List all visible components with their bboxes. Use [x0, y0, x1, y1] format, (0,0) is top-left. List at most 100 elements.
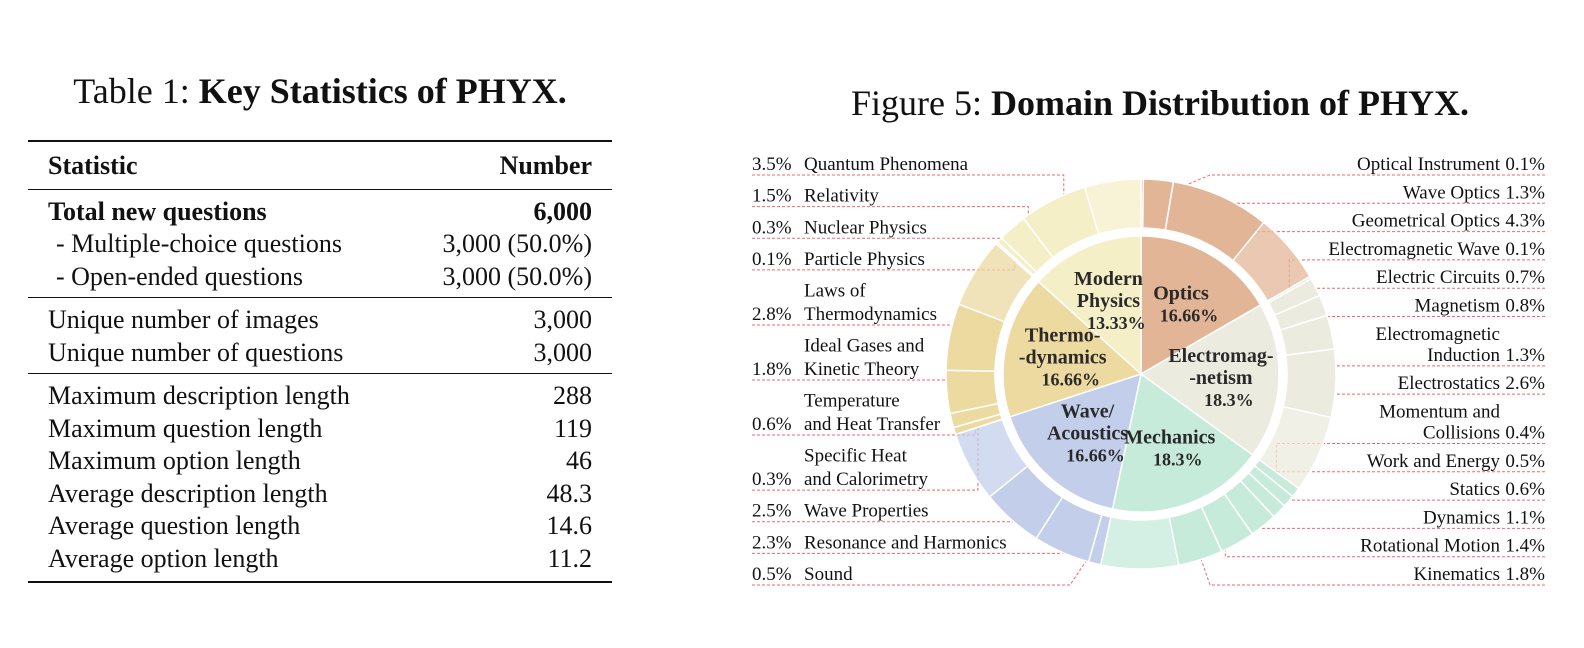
subdomain-label-dynamics: 1.1%Dynamics — [1423, 507, 1545, 528]
table-row: Maximum option length 46 — [28, 445, 612, 478]
row-value: 119 — [553, 413, 592, 443]
subdomain-label-optical-instrument: 0.1%Optical Instrument — [1357, 154, 1545, 175]
header-number: Number — [403, 141, 612, 190]
subdomain-name-text: Sound — [804, 564, 853, 585]
subdomain-pct-text: 1.3% — [1505, 182, 1545, 203]
subdomain-name-text: Ideal Gases and — [804, 336, 925, 357]
figure-caption-bold: Domain Distribution of — [990, 83, 1359, 123]
figure-caption: Figure 5: Domain Distribution of PHYX. — [760, 82, 1560, 124]
domain-wedge-modern-physics — [1037, 235, 1142, 376]
table-group-unique: Unique number of images 3,000 Unique num… — [28, 297, 612, 374]
row-label: - Multiple-choice questions — [56, 229, 342, 258]
domain-name-text: -netism — [1189, 367, 1253, 389]
subdomain-label-specific-heat-and-calorimetry: 0.3% Specific Heat and Calorimetry — [752, 446, 928, 490]
leader-line — [1261, 494, 1545, 501]
subdomain-name-text: Electromagnetic — [1376, 324, 1501, 345]
subdomain-name-text: Nuclear Physics — [804, 217, 927, 238]
table-caption-name: PHYX. — [456, 71, 567, 111]
subdomain-pct-text: 2.3% — [752, 532, 792, 553]
table-row: - Multiple-choice questions 3,000 (50.0%… — [28, 228, 612, 261]
subdomain-label-magnetism: 0.8%Magnetism — [1415, 296, 1546, 317]
domain-pct-text: 18.3% — [1204, 390, 1254, 410]
domain-distribution-sunburst: Optics16.66%Electromag--netism18.3%Mecha… — [752, 154, 1546, 586]
row-label: Average description length — [48, 478, 328, 508]
subdomain-pct-text: 4.3% — [1505, 211, 1545, 232]
row-label: Average question length — [48, 511, 301, 540]
table-caption-name-hy: HY — [477, 71, 532, 111]
domain-name-text: Optics — [1153, 283, 1209, 305]
subdomain-name-text: Quantum Phenomena — [804, 154, 969, 175]
leader-line — [752, 174, 1065, 222]
subdomain-arc-geometrical-optics — [1164, 180, 1265, 262]
figure-caption-name-x: X. — [1434, 83, 1470, 123]
subdomain-label-quantum-phenomena: 3.5% Quantum Phenomena — [752, 154, 969, 175]
subdomain-label-nuclear-physics: 0.3% Nuclear Physics — [752, 217, 927, 238]
table-caption-title: Key Statistics of PHYX. — [199, 71, 567, 111]
subdomain-pct-text: 0.3% — [752, 217, 792, 238]
subdomain-pct-text: 3.5% — [752, 154, 792, 175]
subdomain-label-geometrical-optics: 4.3%Geometrical Optics — [1352, 211, 1545, 232]
domain-wedge-mechanics — [1111, 372, 1254, 513]
row-value: 3,000 (50.0%) — [442, 261, 592, 291]
domain-name-text: Wave/ — [1061, 401, 1115, 423]
subdomain-arc-kinematics — [1168, 505, 1223, 567]
subdomain-name-text: Work and Energy — [1367, 451, 1501, 472]
row-value: 3,000 — [533, 337, 593, 367]
subdomain-pct-text: 0.1% — [1505, 154, 1545, 175]
subdomain-ring — [945, 178, 1337, 570]
row-label: Unique number of images — [28, 297, 404, 337]
subdomain-arc-quantum-phenomena — [1022, 186, 1100, 259]
table-caption: Table 1: Key Statistics of PHYX. — [28, 70, 612, 112]
domain-name-text: Mechanics — [1124, 427, 1215, 449]
domain-pct-text: 16.66% — [1066, 446, 1125, 466]
table-caption-bold: Key Statistics of — [198, 71, 456, 111]
row-label: Maximum option length — [48, 446, 301, 475]
table-caption-prefix: Table 1: — [73, 71, 199, 111]
row-label: Total new questions — [48, 196, 267, 226]
subdomain-name-text: Geometrical Optics — [1352, 211, 1500, 232]
subdomain-name-text: Kinematics — [1413, 564, 1500, 585]
subdomain-label-relativity: 1.5% Relativity — [752, 186, 879, 207]
domain-pct-text: 16.66% — [1041, 369, 1100, 389]
domain-wedge-thermodynamics — [1002, 280, 1143, 418]
subdomain-label-particle-physics: 0.1% Particle Physics — [752, 249, 925, 270]
table-row: Total new questions 6,000 — [28, 189, 612, 228]
domain-pct-text: 18.3% — [1153, 450, 1203, 470]
subdomain-name-text: Particle Physics — [804, 249, 925, 270]
domain-ring — [1002, 235, 1280, 513]
domain-labels: Optics16.66%Electromag--netism18.3%Mecha… — [1019, 268, 1274, 470]
statistics-table-panel: Table 1: Key Statistics of PHYX. Statist… — [28, 70, 612, 583]
row-value: 288 — [403, 373, 612, 413]
subdomain-label-electric-circuits: 0.7%Electric Circuits — [1376, 267, 1545, 288]
subdomain-name-text: Resonance and Harmonics — [804, 532, 1007, 553]
subdomain-label-electrostatics: 2.6%Electrostatics — [1398, 373, 1546, 394]
table-group-lengths: Maximum description length 288 Maximum q… — [28, 373, 612, 583]
subdomain-pct-text: 1.8% — [752, 359, 792, 380]
leader-line — [1269, 471, 1545, 486]
figure-caption-title: Domain Distribution of PHYX. — [991, 83, 1469, 123]
subdomain-label-rotational-motion: 1.4%Rotational Motion — [1360, 536, 1545, 557]
subdomain-pct-text: 0.7% — [1505, 267, 1545, 288]
row-label: Unique number of questions — [48, 337, 344, 367]
subdomain-name-text: Specific Heat — [804, 446, 908, 467]
row-value: 48.3 — [546, 478, 593, 508]
subdomain-name-text: Thermodynamics — [804, 304, 937, 325]
subdomain-arc-wave-properties — [988, 464, 1064, 540]
subdomain-pct-text: 1.8% — [1505, 564, 1545, 585]
subdomain-pct-text: 0.1% — [1505, 239, 1545, 260]
table-row: Average option length 11.2 — [28, 543, 612, 583]
subdomain-name-text: Electrostatics — [1398, 373, 1500, 394]
subdomain-pct-text: 0.4% — [1505, 422, 1545, 443]
row-value: 11.2 — [547, 543, 592, 573]
row-label: Average option length — [48, 543, 279, 573]
subdomain-name-text: Magnetism — [1415, 296, 1501, 317]
subdomain-name-text: Induction — [1427, 345, 1500, 366]
